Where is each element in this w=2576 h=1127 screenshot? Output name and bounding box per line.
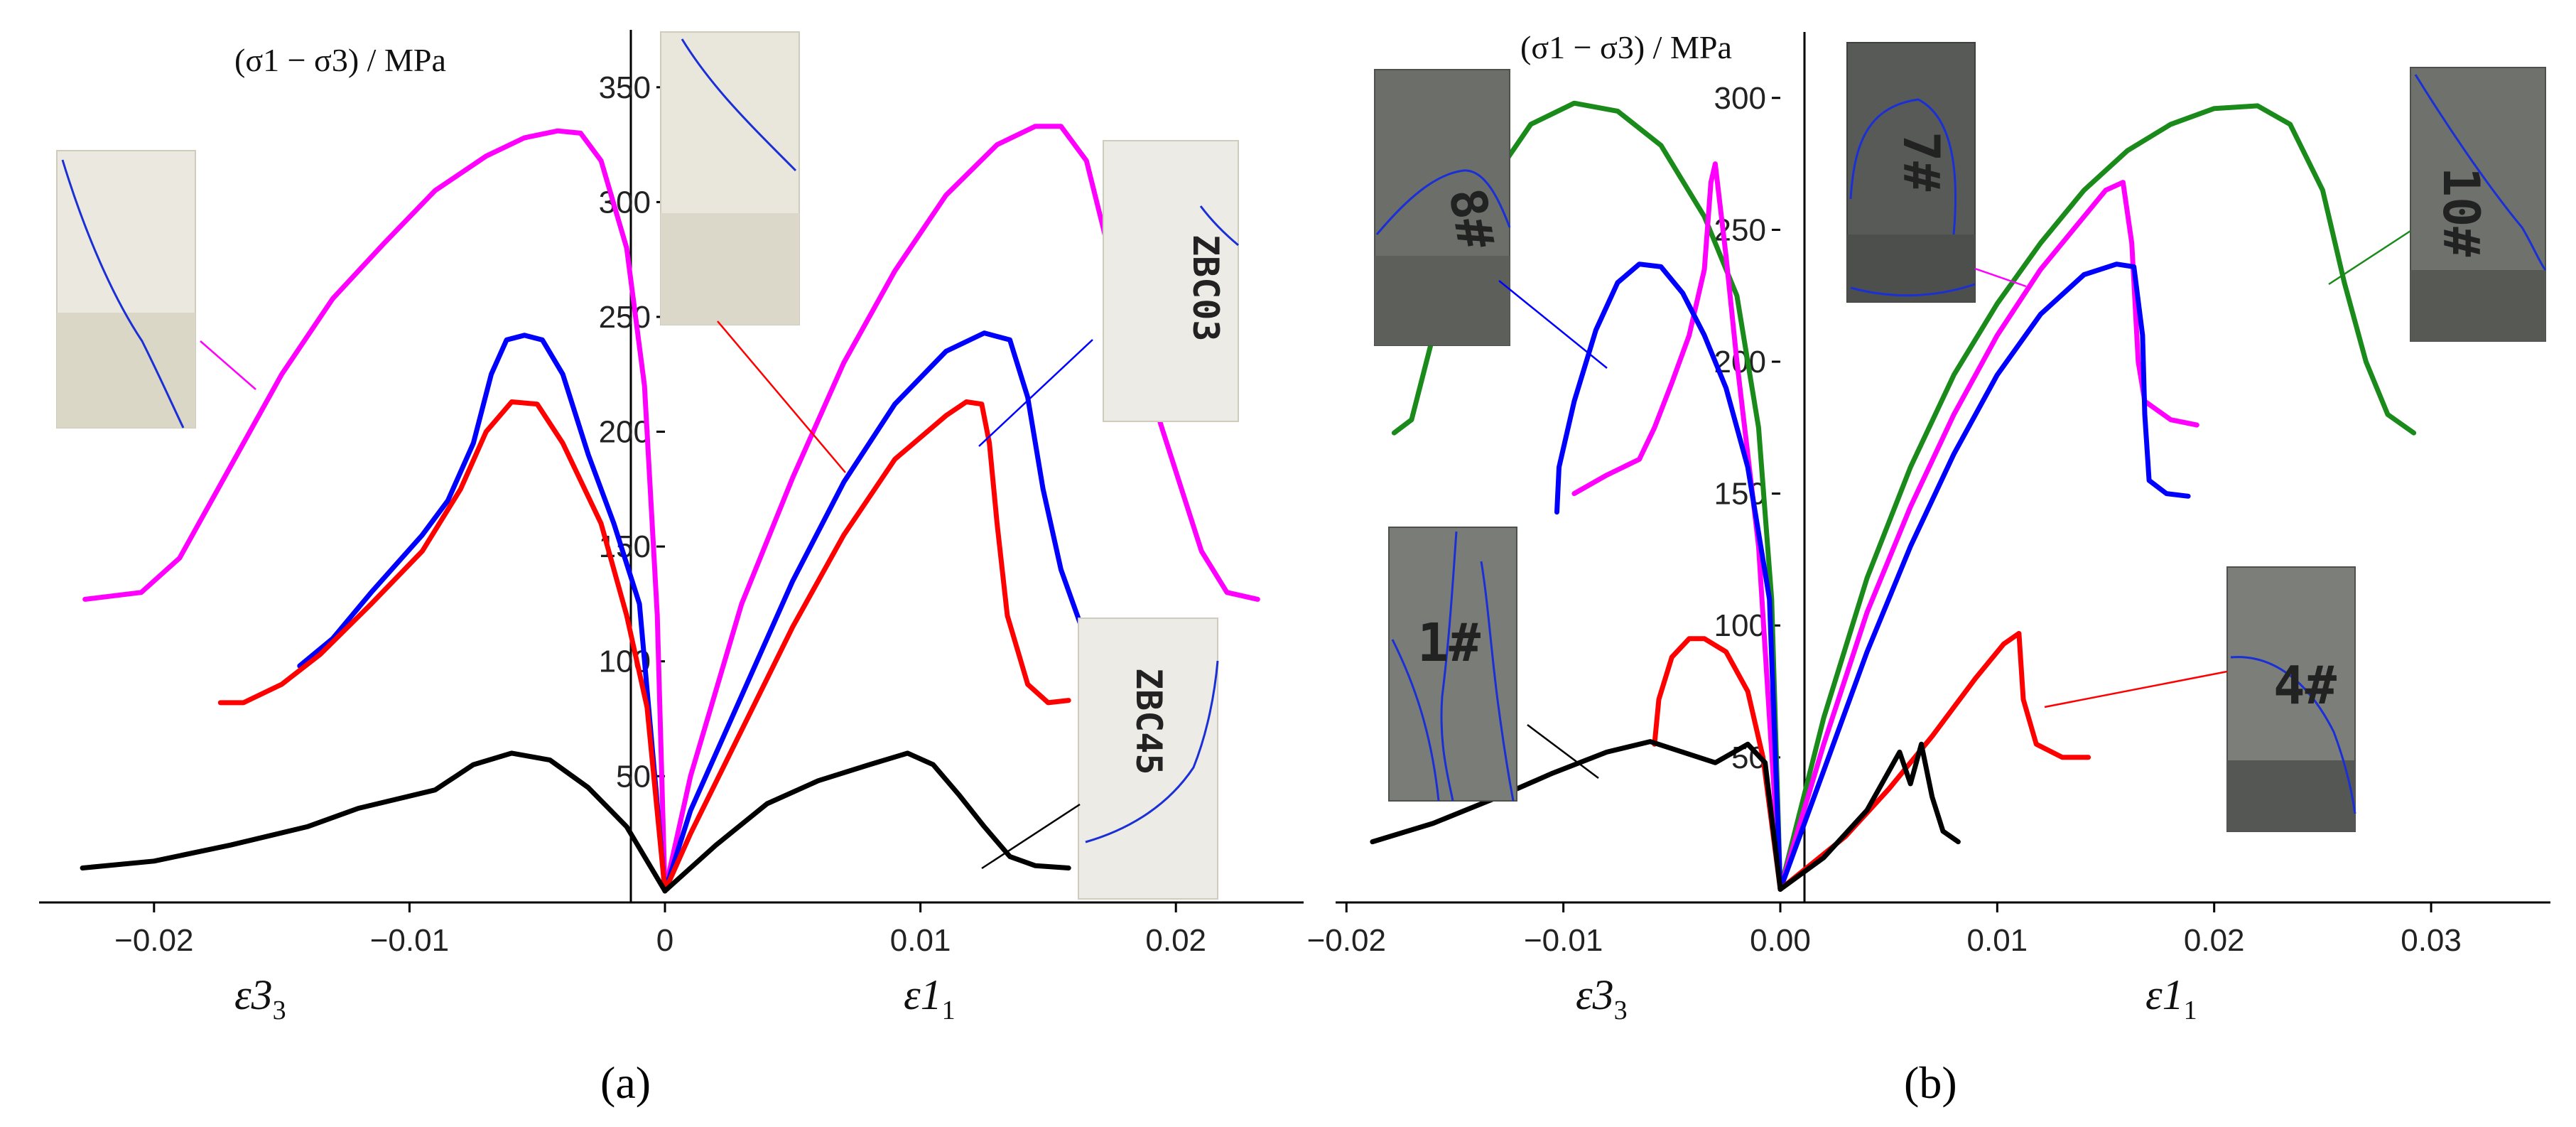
photo-label-8: 8# bbox=[1437, 184, 1505, 253]
panel-a-photo-3: ZBC03 bbox=[1103, 140, 1239, 422]
panel-b-curve-blue-eps1 bbox=[1777, 261, 2191, 892]
panel-b-x-tick-label: −0.01 bbox=[1524, 923, 1603, 958]
panel-b-photo-4: 4# bbox=[2226, 566, 2356, 832]
panel-a-curve-magenta-eps3 bbox=[82, 128, 668, 894]
panel-a-curve-black-eps3 bbox=[80, 750, 668, 894]
panel-a-curve-red-eps3 bbox=[217, 399, 668, 894]
photo-label-4: 4# bbox=[2273, 655, 2337, 716]
panel-b-leader-7 bbox=[1974, 267, 2027, 288]
panel-a-x-label-left-subscript: 3 bbox=[273, 996, 286, 1025]
panel-a-x-label-right-subscript: 1 bbox=[942, 996, 956, 1025]
panel-a-photo-1 bbox=[56, 150, 196, 428]
panel-a-photo-4: ZBC45 bbox=[1078, 618, 1219, 900]
panel-b-x-tick-label: 0.01 bbox=[1967, 923, 2028, 958]
panel-b-x-label-right: ε11 bbox=[2145, 971, 2197, 1025]
panel-b-x-label-left-text: ε3 bbox=[1576, 971, 1614, 1018]
panel-b-x-label-right-subscript: 1 bbox=[2184, 996, 2197, 1025]
panel-a-curve-blue-eps1 bbox=[662, 330, 1122, 894]
panel-a-x-ticks: −0.02 −0.01 0 0.01 0.02 bbox=[114, 902, 1206, 958]
photo-label-zbc03: ZBC03 bbox=[1185, 234, 1226, 342]
photo-label-10: 10# bbox=[2432, 167, 2490, 257]
panel-b-x-tick-label: 0.00 bbox=[1750, 923, 1811, 958]
panel-b-leader-1 bbox=[1527, 724, 1599, 779]
panel-a-x-label-left: ε33 bbox=[234, 971, 286, 1025]
panel-a-x-label-right: ε11 bbox=[904, 971, 956, 1025]
panel-a-curve-black-eps1 bbox=[662, 750, 1071, 894]
panel-b-curve-magenta-eps3 bbox=[1571, 161, 1783, 892]
panel-a-y-tick-label: 350 bbox=[599, 70, 651, 105]
panel-a-curve-magenta-eps1 bbox=[662, 124, 1260, 894]
photo-label-zbc45: ZBC45 bbox=[1128, 668, 1169, 775]
panel-b-leader-10 bbox=[2328, 230, 2411, 286]
panel-a-curve-red-eps1 bbox=[662, 399, 1071, 894]
panel-b: −0.02 −0.01 0.00 0.01 0.02 0.03 5010015020025… bbox=[1307, 29, 2550, 1108]
panel-b-x-tick-label: 0.02 bbox=[2184, 923, 2245, 958]
panel-a-y-axis-label: (σ1 − σ3) / MPa bbox=[234, 42, 446, 78]
panel-b-curve-red-eps3 bbox=[1652, 636, 1783, 892]
panel-b-x-tick-label: −0.02 bbox=[1307, 923, 1386, 958]
panel-b-curve-red-eps1 bbox=[1777, 630, 2091, 892]
panel-a-leader-1 bbox=[200, 340, 256, 390]
panel-b-label: (b) bbox=[1904, 1057, 1957, 1108]
panel-a-x-tick-label: 0.02 bbox=[1145, 923, 1206, 958]
panel-b-y-tick-label: 150 bbox=[1714, 477, 1766, 512]
panel-b-y-tick-label: 100 bbox=[1714, 608, 1766, 643]
panel-b-photo-10: 10# bbox=[2410, 67, 2547, 342]
panel-b-curve-green-eps1 bbox=[1777, 103, 2417, 892]
panel-b-photo-1: 1# bbox=[1388, 527, 1517, 802]
panel-b-y-axis-label: (σ1 − σ3) / MPa bbox=[1520, 29, 1732, 65]
panel-a-x-tick-label: 0 bbox=[656, 923, 673, 958]
panel-a-curve-blue-eps3 bbox=[297, 333, 668, 894]
panel-a-y-tick-label: 200 bbox=[599, 415, 651, 450]
panel-b-y-tick-label: 300 bbox=[1714, 81, 1766, 116]
panel-a-y-tick-label: 50 bbox=[616, 759, 651, 794]
photo-label-7: 7# bbox=[1892, 131, 1950, 191]
panel-a-leader-4 bbox=[981, 803, 1081, 870]
panel-a-y-tick-label: 250 bbox=[599, 300, 651, 335]
panel-a-photo-2 bbox=[660, 31, 800, 325]
panel-a-x-label-left-text: ε3 bbox=[234, 971, 273, 1018]
panel-b-curve-blue-eps3 bbox=[1554, 261, 1783, 892]
panel-b-x-tick-label: 0.03 bbox=[2401, 923, 2462, 958]
panel-b-series bbox=[1370, 100, 2417, 892]
panel-b-x-label-left: ε33 bbox=[1576, 971, 1628, 1025]
panel-a-series bbox=[80, 124, 1260, 894]
panel-b-photo-8: 8# bbox=[1374, 69, 1511, 346]
panel-a-leader-3 bbox=[978, 339, 1093, 447]
panel-b-leader-4 bbox=[2044, 670, 2228, 708]
panel-a: −0.02 −0.01 0 0.01 0.02 50100150200250300350… bbox=[39, 30, 1304, 1108]
photo-label-1: 1# bbox=[1417, 613, 1481, 674]
panel-a-x-label-right-text: ε1 bbox=[904, 971, 942, 1018]
panel-b-curve-black-eps1 bbox=[1777, 741, 1961, 892]
panel-b-curve-black-eps3 bbox=[1370, 739, 1783, 892]
panel-b-leader-8 bbox=[1498, 280, 1608, 369]
panel-a-y-tick-label: 300 bbox=[599, 185, 651, 220]
panel-b-x-ticks: −0.02 −0.01 0.00 0.01 0.02 0.03 bbox=[1307, 902, 2462, 958]
panel-b-x-label-left-subscript: 3 bbox=[1614, 996, 1628, 1025]
panel-b-photo-7: 7# bbox=[1846, 42, 1976, 303]
panel-a-label: (a) bbox=[600, 1057, 651, 1108]
panel-a-x-tick-label: −0.01 bbox=[370, 923, 449, 958]
panel-b-x-label-right-text: ε1 bbox=[2145, 971, 2184, 1018]
panel-a-leader-2 bbox=[717, 320, 846, 473]
panel-a-x-tick-label: 0.01 bbox=[890, 923, 951, 958]
panel-a-x-tick-label: −0.02 bbox=[114, 923, 193, 958]
